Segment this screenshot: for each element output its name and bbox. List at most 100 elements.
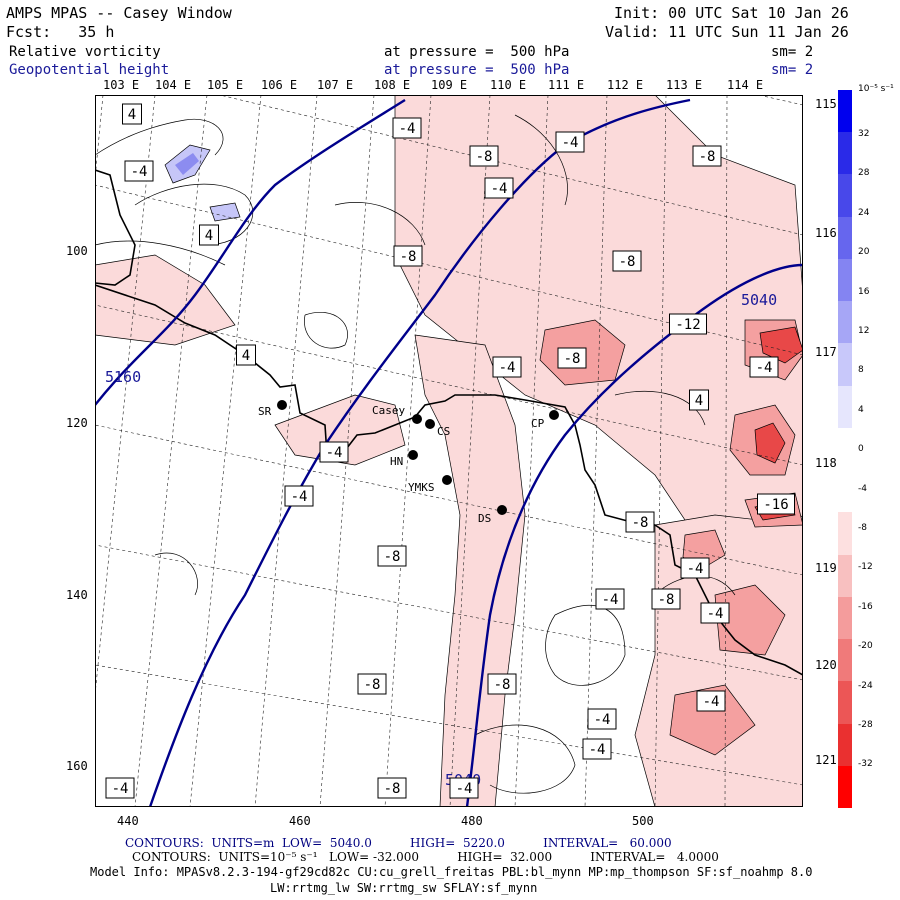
vorticity-label: 4	[205, 228, 213, 244]
colorbar-swatch	[838, 216, 852, 260]
lon-label-top: 103 E	[103, 78, 140, 92]
vorticity-label: -8	[400, 249, 417, 265]
height-contour-info: CONTOURS: UNITS=m LOW= 5040.0 HIGH= 5220…	[125, 836, 672, 850]
lon-label-top: 107 E	[317, 78, 354, 92]
vorticity-label-box	[124, 160, 154, 182]
forecast-hour: Fcst: 35 h	[6, 23, 115, 41]
vorticity-label-box	[393, 245, 423, 267]
vorticity-label-box	[484, 177, 514, 199]
x-axis-label: 500	[632, 814, 654, 828]
y-axis-label: 160	[66, 759, 88, 773]
lon-label-top: 106 E	[261, 78, 298, 92]
vorticity-label-box	[557, 347, 587, 369]
vorticity-label: 4	[242, 348, 250, 364]
y-axis-label: 140	[66, 588, 88, 602]
colorbar-tick-label: -4	[858, 483, 867, 494]
colorbar-tick-label: -12	[858, 562, 873, 573]
vorticity-label: -4	[491, 181, 508, 197]
vorticity-label: -4	[112, 781, 129, 797]
lon-label-top: 105 E	[207, 78, 244, 92]
valid-time: Valid: 11 UTC Sun 11 Jan 26	[605, 23, 849, 41]
colorbar	[838, 90, 852, 809]
colorbar-tick-label: 16	[858, 286, 870, 297]
vorticity-label-box	[449, 777, 479, 799]
colorbar-tick-label: 0	[858, 444, 864, 455]
colorbar-tick-label: 12	[858, 326, 870, 336]
vorticity-label-box	[696, 690, 726, 712]
lon-label-top: 112 E	[607, 78, 644, 92]
vorticity-label: 4	[695, 393, 703, 409]
colorbar-tick-label: 32	[858, 129, 870, 139]
vorticity-label-box	[487, 673, 517, 695]
model-info: Model Info: MPASv8.2.3-194-gf29cd82c CU:…	[90, 865, 813, 879]
station-label-cp: CP	[531, 417, 545, 430]
vorticity-label: -8	[364, 677, 381, 693]
vorticity-label-box	[555, 131, 585, 153]
vorticity-label-box	[319, 441, 349, 463]
station-label-ds: DS	[478, 512, 491, 525]
vorticity-label-box	[377, 777, 407, 799]
height-label: 5160	[105, 368, 141, 386]
vorticity-label-box	[749, 356, 779, 378]
station-markers	[277, 400, 559, 515]
model-info-physics: LW:rrtmg_lw SW:rrtmg_sw SFLAY:sf_mynn	[270, 881, 538, 895]
y-axis-label: 120	[66, 416, 88, 430]
x-axis-label: 460	[289, 814, 311, 828]
vorticity-label: -4	[326, 445, 343, 461]
vorticity-label: -8	[384, 781, 401, 797]
vorticity-label: -12	[675, 317, 700, 333]
lon-label-top: 109 E	[431, 78, 468, 92]
colorbar-swatch	[838, 512, 852, 556]
colorbar-swatch	[838, 596, 852, 640]
vorticity-label-box	[469, 145, 499, 167]
colorbar-tick-label: -8	[858, 523, 867, 533]
vorticity-label: -4	[707, 606, 724, 622]
vorticity-label: -4	[399, 121, 416, 137]
vorticity-label-box	[692, 145, 722, 167]
vorticity-label-box	[284, 485, 314, 507]
station-label-hn: HN	[390, 455, 403, 468]
colorbar-tick-label: 24	[858, 207, 870, 218]
colorbar-tick-label: 8	[858, 365, 864, 376]
vorticity-label: -4	[589, 742, 606, 758]
lon-label-top: 114 E	[727, 78, 764, 92]
vorticity-label-box	[122, 103, 142, 125]
vorticity-label-box	[689, 389, 709, 411]
colorbar-tick-label: -16	[858, 601, 873, 612]
vorticity-label: -8	[658, 592, 675, 608]
vorticity-label-box	[612, 250, 642, 272]
lon-label-top: 110 E	[490, 78, 527, 92]
colorbar-swatch	[838, 90, 852, 133]
height-label: 5040	[741, 291, 777, 309]
vorticity-label: -8	[384, 549, 401, 565]
vorticity-label: -4	[602, 592, 619, 608]
vorticity-label-box	[669, 313, 707, 335]
lon-label-top: 113 E	[666, 78, 703, 92]
colorbar-swatch	[838, 132, 852, 175]
lon-label-top: 108 E	[374, 78, 411, 92]
vorticity-label-box	[357, 673, 387, 695]
vorticity-label-box	[199, 224, 219, 246]
vorticity-label-box	[700, 602, 730, 624]
lon-label-top: 111 E	[548, 78, 585, 92]
colorbar-tick-label: -32	[858, 759, 873, 770]
vorticity-label: -4	[703, 694, 720, 710]
vorticity-label-box	[105, 777, 135, 799]
colorbar-tick-label: -28	[858, 720, 873, 730]
colorbar-swatch	[838, 681, 852, 725]
vorticity-label: -4	[687, 561, 704, 577]
field2-name: Geopotential height	[9, 62, 170, 78]
field2-smoothing: sm= 2	[771, 62, 814, 78]
vorticity-label-box	[757, 493, 795, 515]
positive-vorticity-shading	[164, 144, 241, 222]
station-label-sr: SR	[258, 405, 272, 418]
vorticity-label: -8	[476, 149, 493, 165]
colorbar-swatch	[838, 343, 852, 387]
vorticity-label-box	[492, 356, 522, 378]
colorbar-swatch	[838, 639, 852, 682]
vorticity-label: -16	[763, 497, 788, 513]
vorticity-label: -4	[499, 360, 516, 376]
field1-name: Relative vorticity	[9, 44, 161, 60]
colorbar-tick-label: 20	[858, 247, 870, 258]
vorticity-contour-info: CONTOURS: UNITS=10⁻⁵ s⁻¹ LOW= -32.000 HI…	[132, 850, 719, 864]
